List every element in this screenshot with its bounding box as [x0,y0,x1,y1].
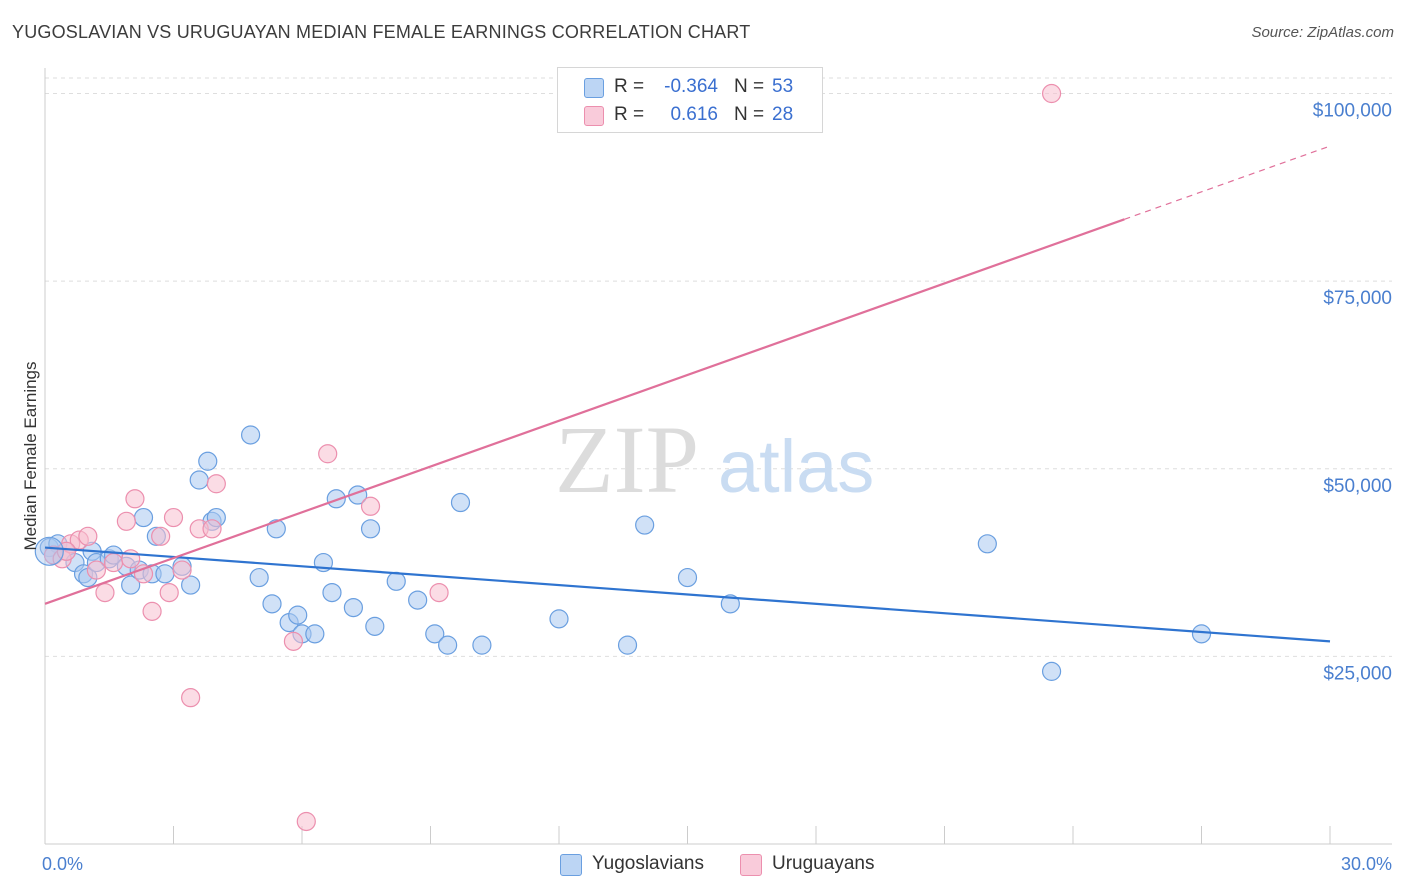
yugoslavian-point [549,609,569,629]
legend-swatch-blue [584,78,604,98]
yugoslavian-point [425,624,445,644]
yugoslavian-point [198,451,218,471]
legend-n-label: N = [734,76,765,97]
uruguayan-trend-line [44,218,1125,605]
legend-r-label: R = [614,76,645,97]
uruguayan-point [56,541,77,561]
x-tick-label-max: 30.0% [1341,854,1392,874]
legend-n-label: N = [734,104,765,125]
uruguayan-point [429,582,449,603]
watermark: ZIP atlas [555,406,874,513]
uruguayan-trend-extension [1124,145,1331,220]
uruguayan-point [318,444,338,464]
x-tick-label-min: 0.0% [42,854,83,874]
legend-n-value: 53 [772,76,794,97]
uruguayan-point [296,811,316,832]
gridlines [45,77,1392,657]
y-tick-label: $50,000 [1323,476,1392,497]
yugoslavian-point [438,635,458,655]
legend-row-uruguayans: R = 0.616 N = 28 [558,100,822,128]
correlation-legend: R = -0.364 N = 53 R = 0.616 N = 28 [557,67,823,133]
yugoslavian-point [181,575,201,595]
yugoslavian-point [472,635,492,655]
uruguayan-point [142,601,162,621]
legend-r-value: -0.364 [664,76,718,97]
yugoslavian-point [249,567,269,588]
yugoslavian-point [408,590,428,610]
legend-r-value: 0.616 [670,104,718,125]
yugoslavian-point [677,567,698,588]
yugoslavian-point [360,519,381,539]
uruguayan-point [181,688,201,708]
yugoslavian-point [326,489,346,509]
legend-label: Yugoslavians [592,853,704,874]
uruguayan-point [172,560,192,580]
uruguayan-point [151,526,171,546]
yugoslavian-point [617,635,638,655]
legend-swatch-blue [560,854,582,876]
yugoslavian-point-large [34,536,64,566]
yugoslavian-point [720,594,740,614]
yugoslavian-point [343,597,363,618]
yugoslavian-point [386,571,406,591]
tick-labels: $25,000 $50,000 $75,000 $100,000 0.0% 30.0% [42,101,1392,874]
y-tick-label: $25,000 [1323,663,1392,684]
yugoslavian-point [365,616,385,636]
uruguayan-point [103,552,124,573]
uruguayan-point [202,519,222,539]
legend-label: Uruguayans [772,853,875,874]
yugoslavian-point [322,582,342,603]
legend-r-label: R = [614,104,645,125]
yugoslavian-point [189,470,209,490]
yugoslavian-point [305,624,325,644]
watermark-zip: ZIP [555,406,699,513]
trend-lines [44,145,1331,643]
uruguayan-point [206,474,226,494]
legend-row-yugoslavians: R = -0.364 N = 53 [558,72,822,100]
yugoslavian-point [241,425,261,445]
uruguayan-point [283,631,304,651]
yugoslavian-point [155,564,175,584]
legend-n-value: 28 [772,104,794,125]
uruguayan-point [125,489,145,509]
yugoslavian-point [133,507,154,528]
yugoslavian-point [1041,661,1062,681]
source-label: Source: ZipAtlas.com [1251,24,1394,41]
uruguayan-point [116,511,136,531]
uruguayan-point [86,560,107,580]
uruguayan-point [1041,83,1062,104]
uruguayan-point [95,582,115,603]
legend-swatch-pink [740,854,762,876]
watermark-atlas: atlas [718,425,874,508]
y-tick-label: $100,000 [1313,101,1392,122]
legend-swatch-pink [584,106,604,126]
yugoslavian-point [450,492,471,513]
data-points [34,83,1212,832]
yugoslavian-point [121,575,141,595]
yugoslavian-point [288,605,308,625]
uruguayan-point [360,496,381,516]
uruguayan-point [78,526,98,546]
chart-title: YUGOSLAVIAN VS URUGUAYAN MEDIAN FEMALE E… [12,22,751,42]
uruguayan-point [163,507,184,528]
yugoslavian-point [262,594,282,614]
yugoslavian-trend-line [44,546,1331,643]
yugoslavian-point [266,519,286,539]
yugoslavian-point [1191,624,1212,644]
y-tick-label: $75,000 [1323,288,1392,309]
yugoslavian-point [635,515,655,535]
yugoslavian-point [977,534,997,554]
uruguayan-point [159,582,179,603]
y-axis-label: Median Female Earnings [21,362,40,551]
